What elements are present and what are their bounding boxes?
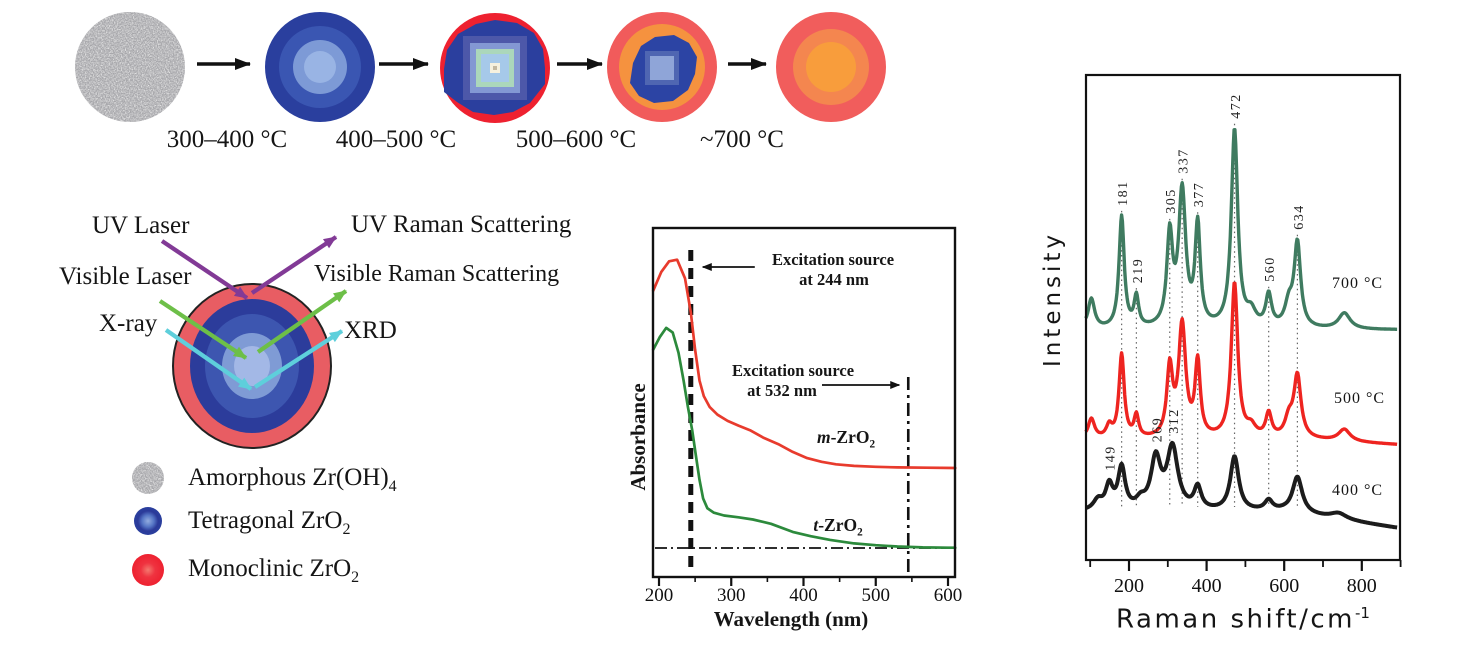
raman-x-tick-label: 400 [1192,575,1222,597]
raman-x-tick-label: 200 [1114,575,1144,597]
tetragonal-swatch-icon [134,507,162,535]
stage-label-4: ~700 °C [700,126,784,153]
legend-swatches [132,462,164,586]
visible-laser-label: Visible Laser [59,263,192,290]
uv-laser-arrow-icon [160,239,249,300]
raman-peak-label-377: 377 [1192,182,1207,208]
xrd-arrow-icon [253,329,344,389]
uv-raman-arrow-icon [250,235,338,295]
m-zro2-curve-label: m-ZrO2 [816,427,876,451]
legend-item-amorphous: Amorphous Zr(OH)4 [188,464,397,495]
xray-label: X-ray [99,310,158,337]
stage-label-3: 500–600 °C [515,126,637,153]
stage-tetragonal-circle [265,12,375,122]
visible-raman-label: Visible Raman Scattering [314,261,560,287]
raman-x-tick-label: 800 [1347,575,1377,597]
raman-peak-label-269: 269 [1150,417,1165,443]
annotation-244-line2: at 244 nm [799,270,869,289]
uv-x-tick-label: 400 [789,585,818,606]
stage-label-2: 400–500 °C [335,126,457,153]
raman-peak-label-149: 149 [1104,445,1119,471]
stage-amorphous-circle [75,12,185,122]
stage-monoclinic-circle [776,12,886,122]
uvvis-x-axis-label: Wavelength (nm) [713,607,869,631]
stage-crystallizing-circle [440,13,550,123]
spectrum-label-400c: 400 °C [1332,482,1384,499]
t-zro2-curve-label: t-ZrO2 [813,515,863,539]
annotation-532-line1: Excitation source [731,361,855,380]
raman-curve-400C [1084,440,1399,530]
uv-x-tick-label: 500 [862,585,891,606]
uvvis-plot: 200 300 400 500 600 [645,226,963,606]
uv-x-tick-label: 200 [645,585,674,606]
raman-frame [1084,73,1402,562]
amorphous-swatch-icon [132,462,164,494]
spectrum-label-500c: 500 °C [1334,390,1386,407]
raman-peak-label-219: 219 [1131,258,1146,284]
legend-item-monoclinic: Monoclinic ZrO2 [188,555,360,586]
annotation-532-line2: at 532 nm [747,381,817,400]
raman-x-axis-label: Raman shift/cm-1 [1116,604,1370,635]
raman-x-tick-label: 600 [1269,575,1299,597]
raman-peak-label-312: 312 [1167,408,1182,434]
xrd-label: XRD [344,317,397,344]
uv-x-tick-label: 600 [934,585,963,606]
raman-y-axis-label: Intensity [1039,230,1066,368]
raman-peak-label-305: 305 [1164,188,1179,214]
visible-laser-arrow-icon [158,299,248,360]
raman-peak-label-560: 560 [1263,256,1278,282]
uv-raman-label: UV Raman Scattering [351,211,572,238]
annotation-244-line1: Excitation source [771,250,895,269]
uv-curve-m-ZrO2 [651,258,957,470]
raman-peak-label-337: 337 [1177,148,1192,174]
raman-curve-500C [1084,281,1398,446]
spectrum-label-700c: 700 °C [1332,275,1384,292]
uv-laser-label: UV Laser [92,212,190,239]
legend-item-tetragonal: Tetragonal ZrO2 [188,507,351,538]
probe-diagram [158,235,348,449]
uvvis-frame [651,226,957,579]
xray-arrow-icon [164,328,253,391]
uvvis-y-axis-label: Absorbance [625,383,650,491]
stage-mixed-phase-circle [607,12,717,122]
raman-peak-label-472: 472 [1229,93,1244,119]
uv-curve-t-ZrO2 [651,326,957,550]
raman-peak-label-634: 634 [1292,204,1307,230]
raman-peak-label-181: 181 [1116,180,1131,206]
transformation-scheme [75,12,886,123]
raman-curve-700C [1084,127,1398,331]
visible-raman-arrow-icon [256,289,348,354]
monoclinic-swatch-icon [132,554,164,586]
stage-label-1: 300–400 °C [166,126,288,153]
uv-x-tick-label: 300 [717,585,746,606]
